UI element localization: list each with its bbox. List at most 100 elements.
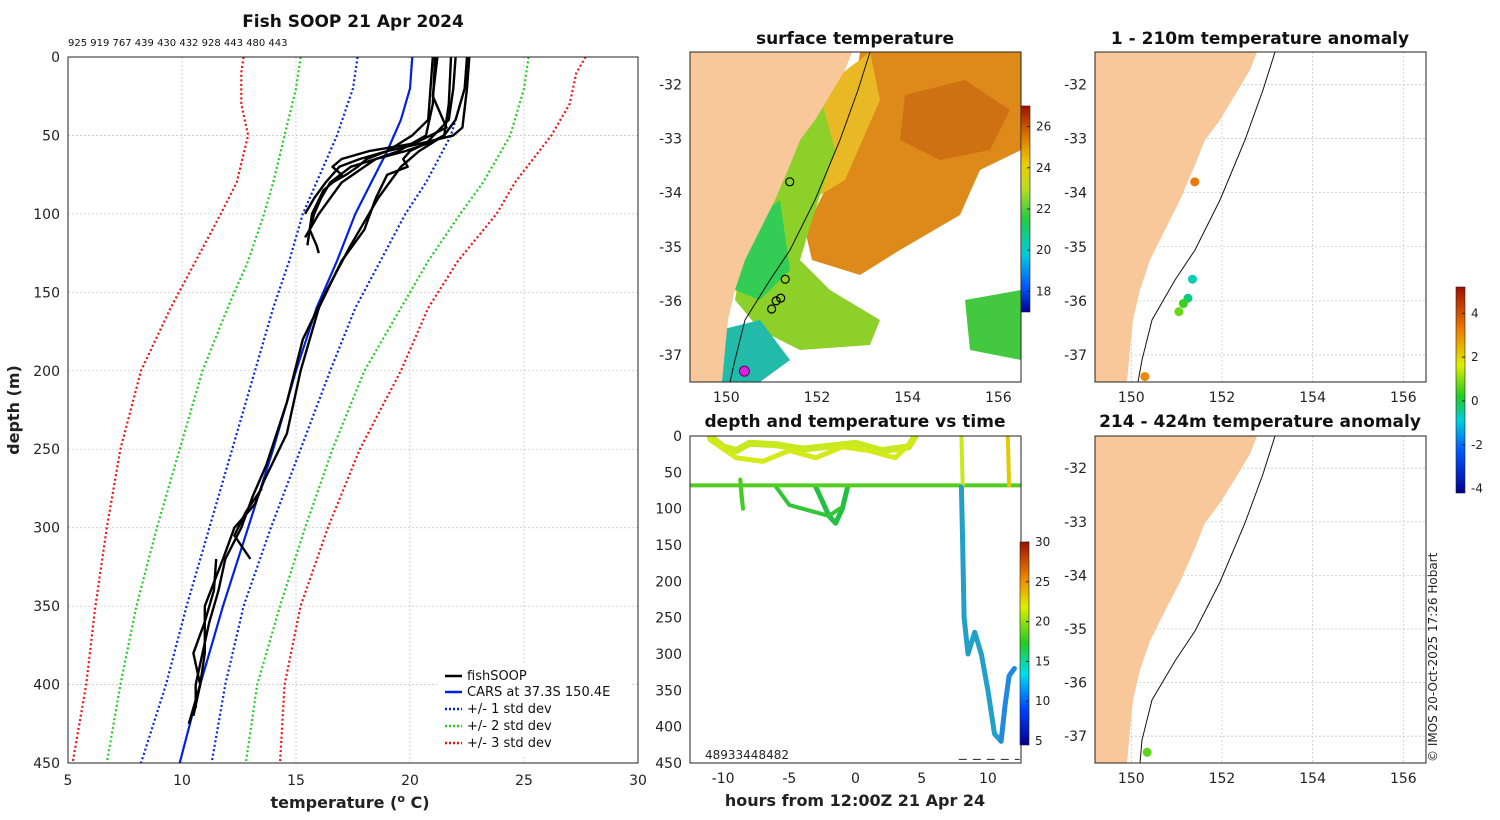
profile-ytick-label: 450	[33, 756, 60, 772]
sst-xtick-label: 154	[894, 390, 921, 406]
anomaly-shallow-xtick-label: 156	[1390, 390, 1417, 406]
anomaly-shallow-point	[1178, 299, 1188, 309]
sst-colorbar-tick-label: 24	[1036, 161, 1051, 175]
sst-ytick-label: -37	[659, 348, 682, 364]
anomaly-deep-point	[1142, 747, 1152, 757]
anomaly-shallow-ytick-label: -36	[1064, 294, 1087, 310]
profile-xtick-label: 10	[173, 773, 191, 789]
profile-panel: Fish SOOP 21 Apr 2024 925 919 767 439 43…	[4, 12, 647, 812]
time-colorbar-tick-label: 20	[1035, 615, 1050, 629]
anomaly-shallow-ytick-label: -35	[1064, 240, 1087, 256]
time-xtick-label: 0	[851, 771, 860, 787]
sst-ytick-label: -36	[659, 294, 682, 310]
profile-ytick-label: 100	[33, 207, 60, 223]
profile-ytick-label: 300	[33, 521, 60, 537]
anomaly-deep-ytick-label: -32	[1064, 461, 1087, 477]
time-xlabel: hours from 12:00Z 21 Apr 24	[725, 791, 985, 810]
anomaly-deep-xtick-label: 156	[1390, 771, 1417, 787]
anomaly-deep-title: 214 - 424m temperature anomaly	[1099, 412, 1421, 432]
anomaly-shallow-point	[1187, 274, 1197, 284]
fishsoop-profile-line	[187, 558, 218, 725]
time-xtick-label: 10	[979, 771, 997, 787]
sst-xtick-label: 152	[804, 390, 831, 406]
anomaly-deep-map	[1095, 436, 1276, 763]
anomaly-shallow-ytick-label: -33	[1064, 132, 1087, 148]
profile-series-line	[139, 57, 359, 763]
anomaly-colorbar-tick-label: -2	[1471, 438, 1483, 452]
fishsoop-profile-line	[192, 57, 457, 717]
sst-ytick-label: -34	[659, 186, 682, 202]
time-ytick-label: 0	[673, 429, 682, 445]
time-ytick-label: 300	[655, 647, 682, 663]
anomaly-colorbar-tick-label: -4	[1471, 482, 1483, 496]
time-track	[738, 477, 745, 511]
time-colorbar-tick-label: 15	[1035, 654, 1050, 668]
profile-series-line	[71, 57, 250, 763]
time-ytick-label: 150	[655, 538, 682, 554]
time-ytick-label: 200	[655, 574, 682, 590]
anomaly-deep-ytick-label: -33	[1064, 515, 1087, 531]
time-track	[998, 666, 1017, 744]
time-colorbar	[1019, 541, 1030, 746]
sst-station-marker	[780, 274, 790, 284]
sst-hot-eddy	[900, 80, 1010, 160]
fishsoop-profile-line	[304, 57, 434, 215]
time-colorbar-tick-label: 30	[1035, 535, 1050, 549]
sst-colorbar-tick-label: 22	[1036, 202, 1051, 216]
time-xtick-label: 5	[917, 771, 926, 787]
anomaly-deep-panel: 214 - 424m temperature anomaly 150 152 154…	[1064, 286, 1483, 787]
anomaly-colorbar	[1455, 286, 1466, 494]
sst-colorbar-tick-label: 18	[1036, 284, 1051, 298]
fishsoop-profile-line	[306, 57, 448, 246]
profile-xtick-label: 15	[287, 773, 305, 789]
sst-east-patch	[965, 290, 1021, 360]
anomaly-shallow-xtick-label: 150	[1118, 390, 1145, 406]
credit-text: © IMOS 20-Oct-2025 17:26 Hobart	[1426, 552, 1440, 762]
anomaly-deep-ytick-label: -36	[1064, 676, 1087, 692]
profile-xtick-label: 25	[515, 773, 533, 789]
anomaly-shallow-ticks: 150 152 154 156 -32 -33 -34 -35 -36 -37	[1064, 77, 1417, 406]
profile-ylabel: depth (m)	[4, 365, 23, 455]
sst-stations	[738, 177, 795, 377]
legend-label-cars: CARS at 37.3S 150.4E	[467, 685, 610, 700]
anomaly-shallow-xtick-label: 152	[1209, 390, 1236, 406]
profile-legend: fishSOOP CARS at 37.3S 150.4E +/- 1 std …	[437, 665, 632, 757]
time-track	[706, 436, 919, 454]
anomaly-shallow-contour	[1137, 52, 1276, 382]
anomaly-deep-contour	[1139, 436, 1276, 763]
profile-xlabel: temperature (o C)	[270, 792, 429, 813]
anomaly-shallow-frame	[1094, 51, 1427, 383]
sst-ytick-label: -35	[659, 240, 682, 256]
anomaly-deep-xtick-label: 154	[1299, 771, 1326, 787]
sst-colorbar-tick-label: 20	[1036, 243, 1051, 257]
anomaly-shallow-panel: 1 - 210m temperature anomaly 150 152 154 15…	[1064, 29, 1427, 406]
anomaly-colorbar-ticks: -4 -2 0 2 4	[1462, 306, 1483, 496]
fishsoop-profile-line	[194, 57, 453, 709]
anomaly-shallow-points	[1140, 177, 1200, 382]
profile-series-line	[105, 57, 302, 763]
anomaly-deep-ytick-label: -35	[1064, 622, 1087, 638]
anomaly-shallow-land	[1095, 52, 1257, 382]
legend-label-std3: +/- 3 std dev	[467, 736, 552, 751]
profile-xtick-label: 5	[64, 773, 73, 789]
anomaly-colorbar-tick-label: 4	[1471, 306, 1479, 320]
time-colorbar-tick-label: 10	[1035, 694, 1050, 708]
anomaly-colorbar-tick-label: 2	[1471, 350, 1479, 364]
profile-ytick-label: 0	[51, 50, 60, 66]
time-track	[707, 437, 917, 464]
sst-colorbar-tick-label: 26	[1036, 120, 1051, 134]
anomaly-shallow-map	[1095, 52, 1276, 382]
profile-lines	[71, 57, 587, 763]
time-ytick-label: 350	[655, 683, 682, 699]
sst-ytick-label: -32	[659, 77, 682, 93]
profile-ytick-label: 350	[33, 599, 60, 615]
legend-label-std1: +/- 1 std dev	[467, 702, 552, 717]
sst-colorbar-ticks: 18 20 22 24 26	[1027, 120, 1051, 298]
sst-map	[690, 52, 1021, 382]
anomaly-shallow-point	[1140, 372, 1150, 382]
time-track	[813, 484, 851, 526]
profile-ytick-label: 150	[33, 285, 60, 301]
anomaly-deep-ytick-label: -37	[1064, 729, 1087, 745]
